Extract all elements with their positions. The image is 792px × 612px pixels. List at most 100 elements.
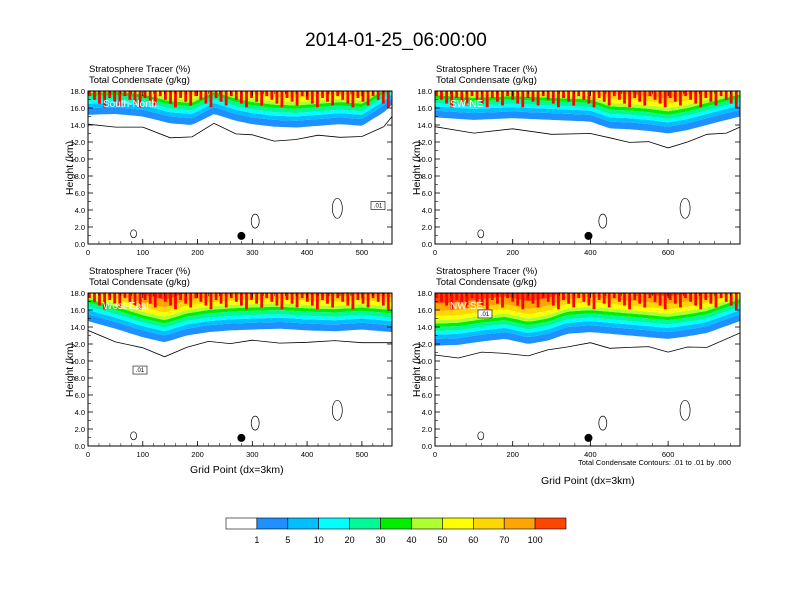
tracer-band-10 — [88, 83, 392, 92]
location-marker — [237, 231, 246, 240]
tracer-cell — [331, 91, 334, 106]
tracer-cell — [245, 293, 248, 310]
tracer-cell — [729, 91, 733, 104]
tracer-cell — [321, 293, 324, 300]
tracer-cell — [724, 91, 728, 100]
colorbar-label: 100 — [528, 535, 543, 545]
tracer-cell — [673, 91, 677, 102]
tracer-cell — [103, 293, 106, 310]
tracer-cell — [240, 91, 243, 104]
tracer-cell — [455, 293, 459, 300]
colorbar-box — [472, 517, 505, 530]
tracer-cell — [618, 293, 621, 302]
contour-label-box — [370, 201, 386, 210]
colorbar-box — [318, 517, 350, 530]
tracer-cell — [602, 293, 606, 304]
panel-subtitle-2: Total Condensate (g/kg) — [89, 277, 190, 288]
tracer-cell — [386, 91, 390, 108]
condensate-contour — [130, 229, 137, 239]
tracer-band-5 — [435, 94, 740, 115]
tracer-cell — [260, 91, 264, 106]
tracer-cell — [714, 293, 718, 308]
tracer-band-9 — [88, 293, 392, 308]
tracer-cell — [164, 293, 167, 302]
tracer-cell — [153, 91, 157, 106]
tracer-cell — [546, 91, 550, 100]
contour-label: .01 — [481, 312, 490, 318]
tracer-cell — [331, 293, 334, 308]
tracer-cell — [346, 293, 350, 306]
x-axis-label: Grid Point (dx=3km) — [541, 475, 635, 487]
x-tick-label: 400 — [584, 450, 597, 459]
tracer-cell — [450, 91, 454, 108]
tracer-cell — [612, 91, 616, 97]
tracer-cell — [435, 293, 438, 299]
tracer-band-3 — [88, 91, 392, 117]
tracer-cell — [260, 293, 264, 308]
tracer-cell — [204, 293, 208, 306]
tracer-cell — [597, 293, 601, 300]
tracer-cell — [653, 293, 657, 302]
tracer-cell — [245, 91, 248, 108]
x-tick-label: 200 — [191, 450, 204, 459]
tracer-cell — [531, 91, 535, 102]
tracer-cell — [98, 293, 101, 306]
tracer-band-1 — [88, 314, 392, 343]
tracer-cell — [224, 293, 228, 308]
tracer-cell — [356, 293, 360, 300]
colorbar-box — [411, 517, 443, 530]
tracer-cell — [577, 91, 581, 97]
tracer-cell — [440, 293, 443, 302]
tracer-cell — [341, 293, 345, 302]
tracer-cell — [189, 91, 193, 106]
colorbar-label: 5 — [285, 535, 290, 545]
tracer-cell — [108, 91, 112, 98]
tracer-cell — [597, 91, 601, 98]
tracer-cell — [648, 293, 652, 299]
tracer-band-7 — [435, 293, 740, 321]
tracer-cell — [88, 91, 91, 97]
heatmap-body — [435, 91, 740, 244]
tracer-cell — [250, 293, 253, 300]
tracer-cell — [475, 293, 479, 302]
tracer-cell — [470, 293, 474, 299]
tracer-cell — [199, 91, 203, 100]
colorbar-label: 10 — [314, 535, 324, 545]
tracer-band-5 — [88, 298, 392, 324]
tracer-cell — [673, 293, 677, 304]
colorbar-label: 50 — [437, 535, 447, 545]
condensate-contour — [679, 399, 691, 421]
tracer-cell — [229, 293, 233, 299]
tracer-cell — [376, 91, 380, 100]
y-tick-label: 14.0 — [70, 323, 85, 332]
tracer-cell — [224, 91, 228, 106]
tracer-cell — [174, 91, 177, 108]
panel-label: South-North — [103, 99, 157, 110]
tracer-cell — [295, 91, 299, 106]
tracer-cell — [694, 293, 698, 306]
tracer-cell — [371, 91, 375, 97]
tracer-cell — [490, 293, 494, 300]
tracer-cell — [316, 91, 319, 108]
panel-1: 0.0 2.0 4.0 6.0 8.0 10.0 12.0 14.0 16.0 18.0 0 200 4… — [417, 87, 741, 257]
y-tick-label: 6.0 — [75, 189, 85, 198]
tracer-band-4 — [88, 91, 392, 113]
tracer-cell — [219, 293, 223, 304]
y-tick-label: 4.0 — [75, 206, 85, 215]
tracer-cell — [371, 293, 375, 299]
tracer-cell — [366, 293, 370, 308]
tracer-cell — [346, 91, 350, 104]
condensate-contour — [598, 415, 608, 431]
x-tick-label: 600 — [662, 248, 675, 257]
tracer-band-4 — [435, 302, 740, 332]
tracer-cell — [194, 91, 198, 97]
colorbar-box — [225, 517, 258, 530]
tracer-cell — [460, 91, 464, 102]
tracer-band-4 — [435, 97, 740, 119]
condensate-contour — [250, 213, 260, 229]
contour-label: .01 — [136, 368, 145, 374]
condensate-contour — [598, 213, 608, 229]
tracer-cell — [255, 293, 258, 304]
y-tick-label: 2.0 — [422, 425, 432, 434]
tracer-cell — [557, 91, 560, 108]
